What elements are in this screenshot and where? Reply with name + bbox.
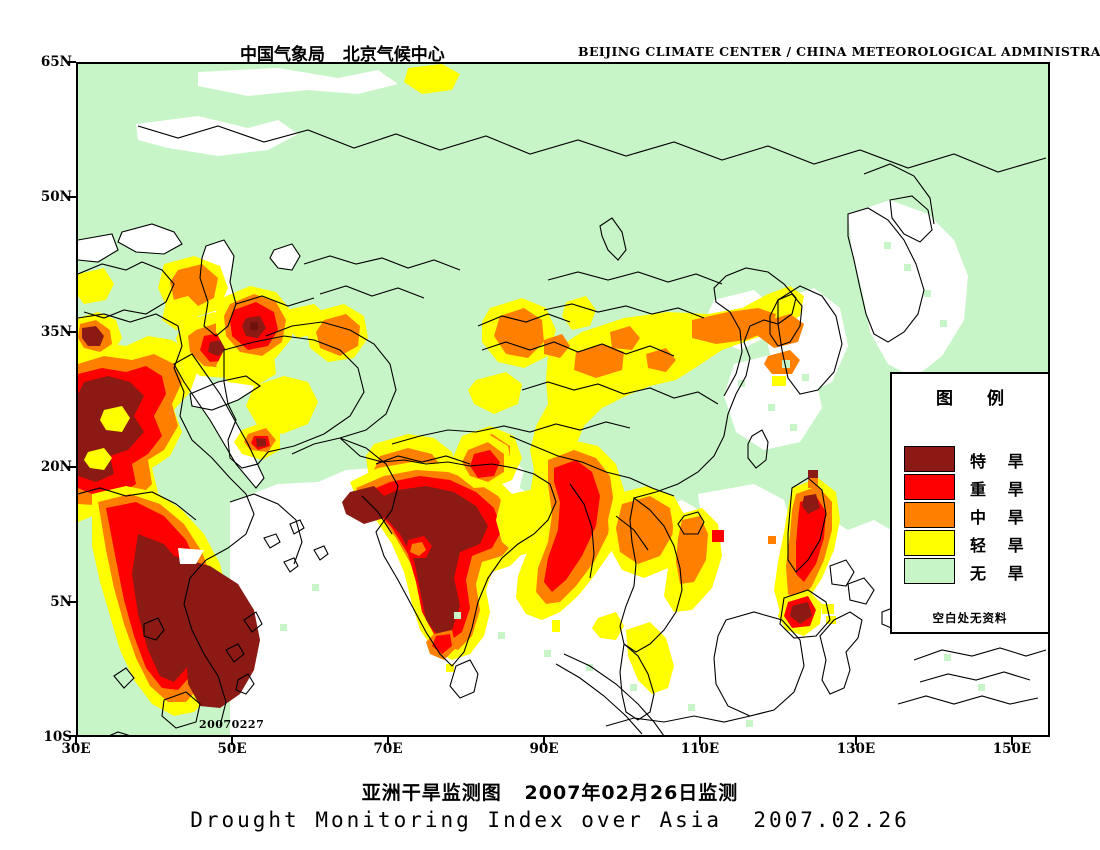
y-tick-5 — [68, 735, 76, 737]
x-tick-4 — [699, 737, 701, 745]
y-axis-label-1: 50N — [40, 189, 72, 205]
drought-map — [78, 64, 1048, 735]
drought-patch-yunnan-myanmar — [516, 440, 724, 694]
y-tick-0 — [68, 61, 76, 63]
legend-row-extreme: 特 旱 — [904, 446, 1040, 474]
legend-label-extreme: 特 旱 — [970, 452, 1032, 471]
organization-title-cn: 中国气象局 北京气候中心 — [240, 45, 445, 65]
y-tick-4 — [68, 601, 76, 603]
legend-swatch-mild — [904, 530, 955, 556]
legend-swatch-severe — [904, 474, 955, 500]
chart-title-cn: 亚洲干旱监测图 2007年02月26日监测 — [361, 782, 739, 804]
y-tick-2 — [68, 331, 76, 333]
legend-swatch-extreme — [904, 446, 955, 472]
x-tick-5 — [855, 737, 857, 745]
x-axis-label-1: 50E — [217, 741, 247, 757]
x-tick-3 — [543, 737, 545, 745]
x-axis-label-2: 70E — [373, 741, 403, 757]
date-stamp: 20070227 — [199, 718, 265, 731]
legend-box: 图 例 特 旱 重 旱 中 旱 轻 旱 无 旱 空白处无资料 — [890, 372, 1050, 634]
legend-row-severe: 重 旱 — [904, 474, 1040, 502]
drought-patch-philippines — [768, 470, 840, 636]
y-tick-1 — [68, 196, 76, 198]
x-axis-label-4: 110E — [680, 741, 720, 757]
drought-patch-arabia-sw — [234, 376, 318, 460]
drought-patch-rajasthan-bullseye — [454, 434, 512, 488]
legend-nodata-note: 空白处无资料 — [932, 611, 1008, 625]
drought-patch-india — [342, 462, 530, 660]
legend-label-moderate: 中 旱 — [970, 508, 1032, 527]
ocean-nodata-areas — [78, 68, 1048, 735]
organization-title-en: BEIJING CLIMATE CENTER / CHINA METEOROLO… — [578, 44, 1100, 59]
chart-title-en: Drought Monitoring Index over Asia 2007.… — [190, 808, 910, 832]
map-plot-area — [76, 62, 1050, 737]
y-axis-label-2: 35N — [40, 324, 72, 340]
x-tick-2 — [387, 737, 389, 745]
x-tick-0 — [75, 737, 77, 745]
drought-patch-horn-of-africa — [92, 486, 260, 716]
legend-swatch-none — [904, 558, 955, 584]
legend-title: 图 例 — [936, 389, 1018, 409]
legend-row-mild: 轻 旱 — [904, 530, 1040, 558]
legend-row-none: 无 旱 — [904, 558, 1040, 586]
x-axis-label-0: 30E — [61, 741, 91, 757]
x-tick-1 — [231, 737, 233, 745]
x-tick-6 — [1011, 737, 1013, 745]
y-axis-label-4: 5N — [50, 594, 72, 610]
legend-label-mild: 轻 旱 — [970, 536, 1032, 555]
y-axis-label-5: 10S — [43, 729, 72, 745]
coastal-green-pixels — [280, 242, 985, 727]
y-axis-label-3: 20N — [40, 459, 72, 475]
drought-patch-eritrea — [78, 312, 122, 358]
drought-patch-west-edge — [78, 268, 114, 304]
x-axis-label-6: 150E — [992, 741, 1032, 757]
x-axis-label-3: 90E — [529, 741, 559, 757]
x-axis-label-5: 130E — [836, 741, 876, 757]
y-tick-3 — [68, 466, 76, 468]
legend-swatch-moderate — [904, 502, 955, 528]
legend-label-severe: 重 旱 — [970, 480, 1032, 499]
y-axis-label-0: 65N — [40, 54, 72, 70]
drought-patch-iran-north — [162, 296, 200, 330]
legend-row-moderate: 中 旱 — [904, 502, 1040, 530]
drought-patch-north-china — [404, 64, 804, 478]
drought-patch-ne-africa — [78, 336, 198, 522]
drought-patch-caspian-east — [216, 286, 292, 364]
legend-label-none: 无 旱 — [970, 564, 1032, 583]
